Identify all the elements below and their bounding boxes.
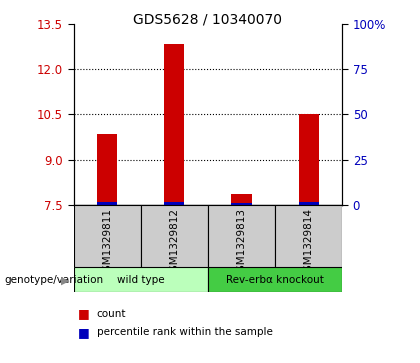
Bar — [208, 205, 275, 267]
Bar — [97, 203, 117, 205]
Text: GSM1329812: GSM1329812 — [169, 208, 179, 278]
Bar — [275, 205, 342, 267]
Bar — [97, 134, 117, 205]
Text: percentile rank within the sample: percentile rank within the sample — [97, 327, 273, 337]
Text: genotype/variation: genotype/variation — [4, 275, 103, 285]
Bar — [164, 44, 184, 205]
Text: GSM1329813: GSM1329813 — [236, 208, 247, 278]
Text: ■: ■ — [78, 307, 89, 321]
Bar — [74, 205, 141, 267]
Bar — [299, 114, 319, 205]
Text: Rev-erbα knockout: Rev-erbα knockout — [226, 274, 324, 285]
Bar — [74, 267, 208, 292]
Text: GSM1329811: GSM1329811 — [102, 208, 112, 278]
Bar — [141, 205, 208, 267]
Bar — [299, 203, 319, 205]
Text: wild type: wild type — [117, 274, 165, 285]
Text: ▶: ▶ — [61, 275, 69, 285]
Text: GDS5628 / 10340070: GDS5628 / 10340070 — [134, 13, 282, 27]
Bar — [231, 193, 252, 205]
Text: count: count — [97, 309, 126, 319]
Bar — [164, 203, 184, 205]
Text: ■: ■ — [78, 326, 89, 339]
Text: GSM1329814: GSM1329814 — [304, 208, 314, 278]
Bar — [231, 203, 252, 205]
Bar — [208, 267, 342, 292]
